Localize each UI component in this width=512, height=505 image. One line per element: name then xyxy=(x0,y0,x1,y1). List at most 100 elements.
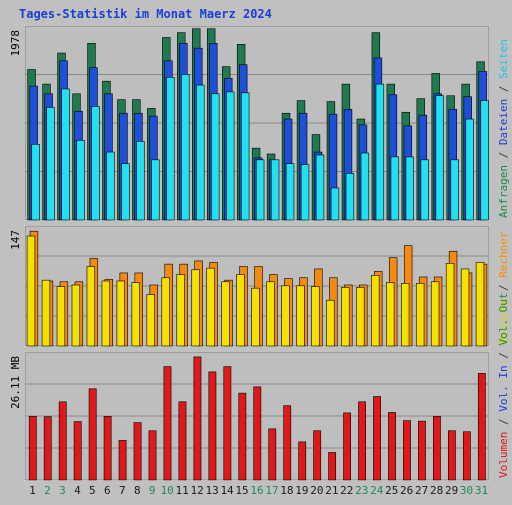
bar-volumen-day-27 xyxy=(418,420,426,481)
panel-2: 147 Besuche / Rechner xyxy=(9,225,510,347)
x-tick-label-18: 18 xyxy=(280,484,293,497)
bar-seiten-day-9 xyxy=(151,159,160,221)
bar-seiten-day-31 xyxy=(480,100,489,221)
bar-volumen-day-3 xyxy=(58,401,67,481)
bar-besuche-day-2 xyxy=(41,279,51,347)
y-max-label: 1978 xyxy=(9,30,22,57)
bar-volumen-day-21 xyxy=(328,452,337,481)
legend-entry: / xyxy=(497,145,510,165)
bar-besuche-day-24 xyxy=(371,275,380,347)
bar-seiten-day-26 xyxy=(405,156,415,221)
bar-besuche-day-1 xyxy=(26,235,36,347)
y-max-label: 26.11 MB xyxy=(9,356,22,409)
bar-volumen-day-6 xyxy=(103,416,112,481)
bar-volumen-day-15 xyxy=(238,392,247,481)
legend-entry: Vol. In xyxy=(497,365,510,411)
bar-volumen-day-20 xyxy=(313,430,322,481)
bar-seiten-day-28 xyxy=(435,95,444,221)
bar-besuche-day-6 xyxy=(101,280,111,347)
bar-besuche-day-18 xyxy=(281,285,290,347)
bar-volumen-day-1 xyxy=(28,416,37,481)
legend-entry: / xyxy=(497,278,510,298)
bar-seiten-day-6 xyxy=(106,151,115,221)
x-tick-label-16: 16 xyxy=(250,484,263,497)
bars xyxy=(26,230,488,347)
x-tick-label-31: 31 xyxy=(475,484,488,497)
bar-volumen-day-19 xyxy=(298,441,307,481)
bar-volumen-day-4 xyxy=(73,421,82,481)
legend-entry: / xyxy=(497,412,510,432)
x-tick-label-13: 13 xyxy=(205,484,218,497)
panel-1: 1978 Anfragen / Dateien / Seiten xyxy=(9,25,510,221)
bar-seiten-day-23 xyxy=(360,152,370,221)
x-tick-label-11: 11 xyxy=(176,484,189,497)
bar-besuche-day-3 xyxy=(56,286,66,347)
chart-panels: 1978 Anfragen / Dateien / Seiten 147 Besuch… xyxy=(9,25,510,481)
bar-besuche-day-11 xyxy=(176,274,185,347)
x-tick-label-17: 17 xyxy=(265,484,278,497)
bar-seiten-day-16 xyxy=(255,159,265,221)
bar-volumen-day-8 xyxy=(133,422,142,481)
x-axis-tick-labels: 1 2 3 4 5 6 7 8 9 10 11 12 13 14 15 16 17 18 19 20 21 22 23 24 2… xyxy=(29,484,488,497)
bar-besuche-day-5 xyxy=(86,266,96,347)
bar-besuche-day-15 xyxy=(236,274,245,347)
x-tick-label-23: 23 xyxy=(355,484,368,497)
bar-volumen-day-22 xyxy=(343,412,351,481)
bar-volumen-day-2 xyxy=(43,416,52,481)
x-tick-label-1: 1 xyxy=(29,484,36,497)
x-tick-label-3: 3 xyxy=(59,484,66,497)
bar-volumen-day-11 xyxy=(178,401,187,481)
bar-seiten-day-18 xyxy=(285,163,295,221)
bar-volumen-day-10 xyxy=(163,366,172,481)
legend-entry: Volumen xyxy=(497,432,510,478)
x-tick-label-24: 24 xyxy=(370,484,384,497)
legend: Besuche / Rechner xyxy=(497,231,510,344)
bar-volumen-day-30 xyxy=(462,431,471,481)
bar-volumen-day-23 xyxy=(358,401,366,481)
bar-besuche-day-4 xyxy=(71,284,81,347)
legend-entry: Besuche xyxy=(497,298,510,344)
bar-seiten-day-14 xyxy=(226,91,235,221)
bar-seiten-day-27 xyxy=(420,159,429,221)
x-tick-label-5: 5 xyxy=(89,484,96,497)
x-tick-label-2: 2 xyxy=(44,484,51,497)
bar-seiten-day-10 xyxy=(166,77,175,221)
bar-volumen-day-12 xyxy=(193,356,202,481)
x-tick-label-26: 26 xyxy=(400,484,413,497)
x-tick-label-4: 4 xyxy=(74,484,81,497)
x-tick-label-30: 30 xyxy=(460,484,473,497)
bar-besuche-day-26 xyxy=(400,283,410,347)
bar-besuche-day-16 xyxy=(251,287,260,347)
x-tick-label-20: 20 xyxy=(310,484,323,497)
bar-seiten-day-11 xyxy=(181,74,190,221)
x-tick-label-8: 8 xyxy=(134,484,141,497)
bar-besuche-day-22 xyxy=(341,287,350,347)
bar-seiten-day-7 xyxy=(121,163,130,221)
bar-volumen-day-18 xyxy=(283,405,292,481)
bar-volumen-day-17 xyxy=(268,428,277,481)
bar-seiten-day-2 xyxy=(46,107,55,221)
bar-seiten-day-4 xyxy=(76,140,85,221)
bar-volumen-day-29 xyxy=(447,430,456,481)
chart-title: Tages-Statistik im Monat Maerz 2024 xyxy=(19,7,272,21)
x-tick-label-12: 12 xyxy=(191,484,204,497)
bar-seiten-day-19 xyxy=(300,164,310,221)
bar-besuche-day-7 xyxy=(116,280,125,347)
bar-volumen-day-7 xyxy=(118,440,127,481)
legend-entry: Rechner xyxy=(497,231,510,278)
bar-volumen-day-9 xyxy=(148,430,157,481)
bar-volumen-day-31 xyxy=(477,373,486,481)
legend-entry: / xyxy=(497,79,510,99)
x-tick-label-27: 27 xyxy=(415,484,428,497)
bar-besuche-day-21 xyxy=(326,299,335,347)
x-tick-label-21: 21 xyxy=(325,484,338,497)
bar-seiten-day-12 xyxy=(196,84,205,221)
bar-seiten-day-5 xyxy=(91,106,100,221)
x-tick-label-19: 19 xyxy=(295,484,308,497)
x-tick-label-25: 25 xyxy=(385,484,398,497)
x-tick-label-6: 6 xyxy=(104,484,111,497)
legend-entry: / xyxy=(497,346,510,366)
bar-besuche-day-8 xyxy=(131,282,140,347)
bars xyxy=(28,356,486,481)
